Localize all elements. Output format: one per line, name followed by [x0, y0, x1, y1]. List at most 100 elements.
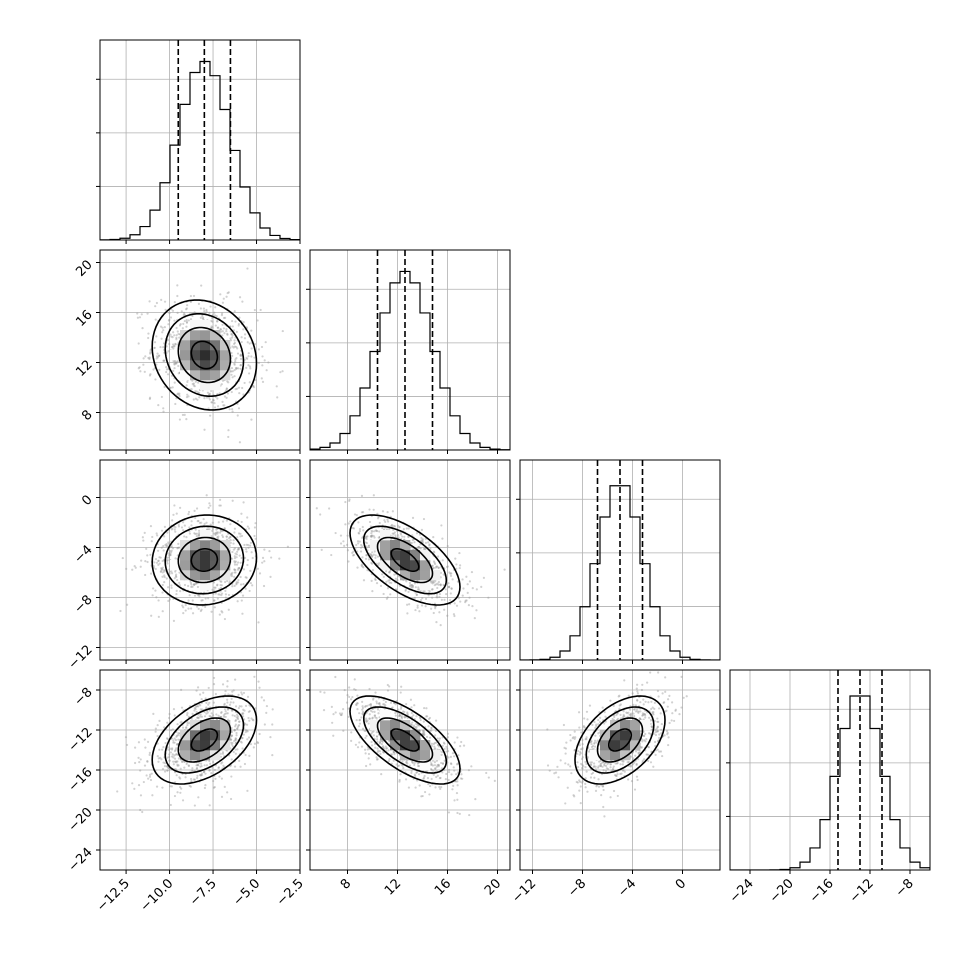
sample-point [231, 336, 234, 339]
sample-point [222, 327, 226, 330]
sample-point [229, 701, 232, 704]
sample-point [194, 380, 197, 383]
sample-point [182, 606, 185, 609]
sample-point [174, 748, 177, 752]
sample-point [193, 509, 196, 512]
sample-point [436, 555, 440, 558]
sample-point [410, 585, 413, 588]
sample-point [447, 586, 451, 589]
contour-1 [376, 536, 434, 584]
sample-point [362, 579, 366, 582]
sample-point [361, 525, 364, 529]
sample-point [433, 551, 436, 554]
sample-point [166, 559, 170, 562]
sample-point [173, 363, 176, 366]
sample-point [405, 580, 408, 583]
sample-point [216, 320, 219, 323]
sample-point [372, 508, 375, 511]
sample-point [403, 535, 406, 538]
sample-point [406, 612, 409, 615]
sample-point [204, 605, 207, 608]
sample-point [375, 529, 378, 533]
sample-point [397, 536, 400, 539]
sample-point [223, 404, 226, 407]
sample-point [141, 810, 144, 814]
sample-point [239, 364, 242, 367]
sample-point [175, 735, 178, 738]
sample-point [173, 528, 176, 531]
sample-point [450, 762, 453, 766]
sample-point [631, 763, 635, 766]
sample-point [425, 707, 428, 710]
sample-point [461, 777, 464, 780]
sample-point [399, 773, 402, 776]
sample-point [430, 744, 433, 747]
sample-point [216, 326, 219, 329]
sample-point [375, 756, 378, 759]
sample-point [430, 607, 433, 610]
sample-point [217, 521, 220, 524]
sample-point [418, 588, 421, 591]
sample-point [355, 703, 358, 706]
sample-point [434, 767, 437, 770]
sample-point [242, 393, 245, 396]
sample-point [403, 716, 406, 719]
sample-point [385, 747, 389, 750]
sample-point [231, 354, 234, 357]
sample-point [197, 391, 200, 394]
sample-point [233, 339, 236, 342]
sample-point [185, 307, 188, 310]
sample-point [192, 398, 195, 401]
density-cell [190, 340, 201, 351]
axes-frame [309, 459, 511, 661]
sample-point [216, 405, 220, 408]
sample-point [382, 745, 385, 748]
sample-point [413, 596, 416, 599]
sample-point [199, 609, 202, 613]
contour-1 [177, 717, 232, 763]
sample-point [166, 544, 169, 547]
sample-point [445, 745, 448, 748]
sample-point [408, 603, 411, 606]
sample-point [410, 769, 413, 773]
axes-frame [99, 249, 301, 451]
sample-point [436, 744, 440, 747]
sample-point [462, 587, 465, 590]
sample-point [422, 547, 426, 550]
sample-point [360, 563, 364, 566]
sample-point [429, 763, 433, 766]
sample-point [573, 749, 576, 752]
sample-point [210, 771, 213, 775]
sample-point [423, 790, 427, 794]
sample-point [413, 763, 416, 767]
density-cell [380, 720, 391, 731]
sample-point [189, 581, 192, 584]
sample-point [440, 761, 443, 765]
sample-point [183, 313, 186, 316]
sample-point [434, 786, 437, 789]
sample-point [213, 402, 216, 405]
sample-point [233, 729, 236, 732]
sample-point [234, 678, 237, 681]
y-tick-label: −4 [71, 543, 95, 567]
sample-point [149, 773, 152, 776]
sample-point [240, 336, 243, 339]
sample-point [237, 532, 241, 535]
sample-point [196, 686, 200, 689]
sample-point [438, 611, 441, 614]
sample-point [221, 761, 224, 764]
sample-point [191, 599, 194, 602]
sample-point [208, 759, 211, 763]
sample-point [137, 756, 140, 759]
sample-point [441, 537, 444, 540]
sample-point [177, 332, 180, 336]
sample-point [371, 716, 374, 719]
sample-point [166, 560, 169, 563]
sample-point [244, 753, 247, 757]
sample-point [395, 569, 399, 573]
sample-point [231, 410, 234, 413]
sample-point [446, 736, 449, 739]
sample-point [414, 608, 417, 612]
sample-point [196, 764, 199, 767]
sample-point [236, 716, 239, 720]
